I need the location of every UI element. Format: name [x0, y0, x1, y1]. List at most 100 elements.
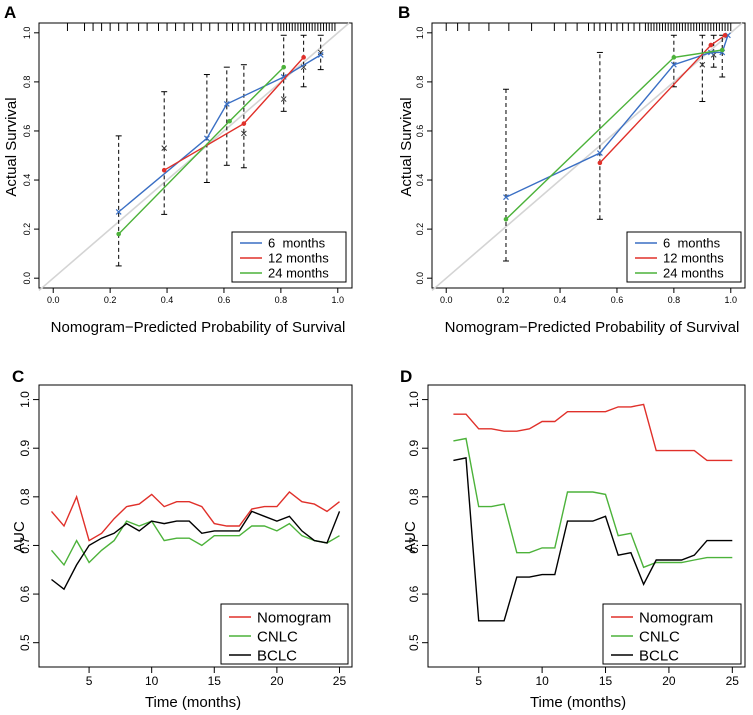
chart-b-series-line-24-months — [505, 49, 723, 220]
chart-b-x-tick-label: 0.6 — [611, 295, 624, 305]
chart-b-point-24-months — [503, 216, 509, 222]
chart-d-y-tick-label: 0.8 — [407, 488, 421, 505]
panel-label-c: C — [12, 367, 24, 386]
chart-a-point-6-months — [317, 51, 324, 58]
chart-a-observed-point — [161, 145, 168, 151]
panel-c: C 5 10 15 20 25 0.5 0.6 0.7 0.8 0.9 1.0 AUC Time (… — [11, 367, 353, 711]
chart-d-legend: Nomogram CNLC BCLC — [602, 603, 742, 665]
chart-b-point-24-months — [671, 55, 677, 60]
chart-d-y-tick-label: 0.6 — [407, 585, 421, 602]
chart-a-y-tick-label: 0.0 — [22, 272, 32, 285]
chart-c-xlabel: Time (months) — [145, 694, 241, 711]
chart-d-x-tick-label: 20 — [662, 674, 676, 688]
chart-b-y-tick-label: 0.8 — [415, 76, 425, 89]
panel-b: B 0.0 0.2 0.4 0.6 0.8 1.0 0.0 0.2 0.4 0.6 0.8 1.0 A… — [398, 3, 746, 336]
chart-a-xlabel: Nomogram−Predicted Probability of Surviv… — [51, 319, 346, 336]
chart-b-point-24-months — [719, 47, 725, 53]
chart-c-legend-label-bclc: BCLC — [257, 647, 297, 664]
chart-b-x-tick-label: 0.4 — [554, 295, 567, 305]
chart-a-plot: 0.0 0.2 0.4 0.6 0.8 1.0 0.0 0.2 0.4 0.6 0.8 1.0 — [22, 22, 353, 305]
chart-a-legend-label-12-months: 12 months — [268, 251, 329, 266]
panel-label-a: A — [4, 3, 16, 22]
chart-a-x-tick-label: 0.2 — [104, 295, 117, 305]
panel-a: A 0.0 0.2 0.4 0.6 0.8 1.0 0.0 0.2 0.4 0.6 0.8 1.0 A… — [3, 3, 353, 336]
chart-a-point-6-months — [223, 101, 230, 107]
chart-d-legend-label-nomogram: Nomogram — [639, 609, 713, 626]
chart-a-observed-point — [280, 96, 287, 102]
chart-a-legend-label-6-months: 6 months — [268, 236, 326, 251]
chart-b-x-tick-label: 0.0 — [440, 295, 453, 305]
chart-b-legend-label-6-months: 6 months — [663, 236, 721, 251]
chart-a-x-tick-label: 1.0 — [332, 295, 345, 305]
chart-a-series-line-12-months — [163, 56, 305, 171]
chart-d-xlabel: Time (months) — [530, 694, 626, 711]
chart-b-ylabel: Actual Survival — [398, 97, 415, 196]
chart-d-y-tick-label: 1.0 — [407, 391, 421, 408]
chart-b-y-tick-label: 0.2 — [415, 223, 425, 236]
chart-a-y-tick-label: 0.4 — [22, 174, 32, 187]
chart-c-y-tick-label: 0.5 — [18, 634, 32, 651]
chart-c-plot: 5 10 15 20 25 0.5 0.6 0.7 0.8 0.9 1.0 — [18, 384, 353, 688]
chart-c-series-line-bclc — [51, 510, 341, 591]
chart-b-series-line-6-months — [505, 35, 729, 198]
chart-a-y-tick-label: 0.8 — [22, 76, 32, 89]
chart-c-y-tick-label: 0.8 — [18, 488, 32, 505]
chart-d-ylabel: AUC — [402, 521, 419, 553]
chart-c-y-tick-label: 1.0 — [18, 391, 32, 408]
chart-b-legend-label-24-months: 24 months — [663, 266, 724, 281]
chart-b-legend-label-12-months: 12 months — [663, 251, 724, 266]
chart-a-point-6-months — [115, 209, 122, 215]
chart-a-point-24-months — [281, 64, 287, 70]
chart-c-legend: Nomogram CNLC BCLC — [220, 603, 349, 665]
chart-a-x-tick-label: 0.4 — [161, 295, 174, 305]
chart-a-x-tick-label: 0.0 — [47, 295, 60, 305]
panel-d: D 5 10 15 20 25 0.5 0.6 0.7 0.8 0.9 1.0 AUC Time (… — [400, 367, 746, 711]
chart-a-y-tick-label: 0.2 — [22, 223, 32, 236]
chart-b-point-6-months — [596, 150, 603, 156]
chart-c-legend-label-cnlc: CNLC — [257, 628, 298, 645]
panel-label-d: D — [400, 367, 412, 386]
chart-c-series-line-nomogram — [50, 491, 340, 542]
chart-c-y-tick-label: 0.7 — [18, 537, 32, 554]
panel-label-b: B — [398, 3, 410, 22]
chart-c-x-tick-label: 10 — [145, 674, 159, 688]
chart-d-legend-label-cnlc: CNLC — [639, 628, 680, 645]
chart-b-plot: 0.0 0.2 0.4 0.6 0.8 1.0 0.0 0.2 0.4 0.6 0.8 1.0 — [415, 22, 746, 305]
chart-d-x-tick-label: 10 — [535, 674, 549, 688]
chart-a-x-tick-label: 0.8 — [275, 295, 288, 305]
chart-a-series-line-6-months — [118, 54, 322, 213]
chart-c-x-tick-label: 15 — [208, 674, 222, 688]
chart-c-x-tick-label: 5 — [86, 674, 93, 688]
chart-a-point-12-months — [241, 121, 247, 126]
chart-d-x-tick-label: 25 — [726, 674, 740, 688]
chart-c-y-tick-label: 0.6 — [18, 585, 32, 602]
chart-a-ylabel: Actual Survival — [3, 97, 20, 196]
chart-a-x-tick-label: 0.6 — [218, 295, 231, 305]
chart-b-point-12-months — [722, 32, 728, 38]
chart-d-x-tick-label: 5 — [475, 674, 482, 688]
chart-b-xlabel: Nomogram−Predicted Probability of Surviv… — [445, 319, 740, 336]
chart-d-legend-box — [602, 603, 742, 665]
chart-d-series-line-nomogram — [453, 403, 733, 462]
chart-b-y-tick-label: 0.0 — [415, 272, 425, 285]
chart-b-y-tick-label: 1.0 — [415, 27, 425, 40]
chart-a-observed-point — [241, 130, 247, 137]
chart-d-y-tick-label: 0.9 — [407, 440, 421, 457]
chart-c-ylabel: AUC — [11, 521, 28, 553]
chart-b-legend-box — [626, 231, 742, 283]
chart-d-plot: 5 10 15 20 25 0.5 0.6 0.7 0.8 0.9 1.0 — [407, 384, 746, 688]
chart-d-x-tick-label: 15 — [599, 674, 613, 688]
chart-a-point-6-months — [203, 135, 210, 142]
chart-a-series-line-24-months — [118, 66, 285, 235]
chart-c-frame — [38, 384, 353, 668]
chart-a-y-tick-label: 1.0 — [22, 27, 32, 40]
chart-d-y-tick-label: 0.7 — [407, 537, 421, 554]
chart-c-x-tick-label: 20 — [270, 674, 284, 688]
chart-b-y-tick-label: 0.6 — [415, 125, 425, 138]
chart-d-frame — [427, 384, 746, 668]
chart-c-series-line-cnlc — [50, 520, 340, 567]
chart-b-point-6-months — [503, 194, 509, 201]
chart-b-x-tick-label: 0.8 — [668, 295, 681, 305]
chart-b-observed-point — [699, 61, 706, 68]
